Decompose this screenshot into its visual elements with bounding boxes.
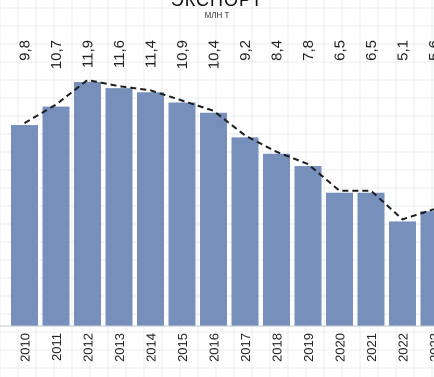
value-label-2017: 9,2 bbox=[237, 40, 254, 61]
bar-2019 bbox=[294, 166, 322, 326]
tick-label-2019: 2019 bbox=[301, 333, 316, 362]
bar-2013 bbox=[105, 88, 133, 326]
value-label-2021: 6,5 bbox=[363, 40, 380, 61]
bar-2010 bbox=[11, 125, 38, 326]
tick-label-2013: 2013 bbox=[112, 333, 127, 362]
bar-2017 bbox=[231, 137, 259, 326]
bar-2016 bbox=[200, 112, 227, 326]
chart-unit: МЛН Т bbox=[205, 11, 230, 20]
bar-series bbox=[11, 82, 434, 326]
tick-label-2022: 2022 bbox=[396, 333, 411, 362]
tick-label-2014: 2014 bbox=[144, 333, 159, 362]
tick-label-2011: 2011 bbox=[49, 333, 64, 361]
bar-2011 bbox=[42, 106, 70, 326]
value-label-2016: 10,4 bbox=[206, 40, 223, 69]
tick-label-2016: 2016 bbox=[207, 333, 222, 362]
x-tick-labels: 2010 2011 2012 2013 2014 2015 2016 2017 2018 2019… bbox=[18, 333, 434, 362]
tick-label-2015: 2015 bbox=[175, 333, 190, 362]
value-label-2011: 10,7 bbox=[48, 40, 65, 69]
value-label-2018: 8,4 bbox=[269, 40, 286, 61]
value-label-2020: 6,5 bbox=[332, 40, 349, 61]
bar-2018 bbox=[263, 153, 290, 326]
tick-label-2021: 2021 bbox=[364, 333, 379, 362]
value-label-2013: 11,6 bbox=[111, 40, 128, 68]
trend-line bbox=[23, 78, 434, 221]
bar-2021 bbox=[357, 192, 385, 326]
value-label-2010: 9,8 bbox=[17, 40, 34, 61]
value-label-2019: 7,8 bbox=[300, 40, 317, 61]
bar-2014 bbox=[137, 92, 164, 326]
bar-2012 bbox=[74, 82, 101, 326]
value-label-2015: 10,9 bbox=[174, 40, 191, 69]
tick-label-2018: 2018 bbox=[270, 333, 285, 362]
bar-2023 bbox=[420, 211, 434, 326]
tick-label-2017: 2017 bbox=[238, 333, 253, 362]
value-label-2022: 5,1 bbox=[395, 40, 412, 61]
bar-2022 bbox=[389, 221, 416, 326]
chart-title: ЭКСПОРТ bbox=[171, 0, 263, 10]
value-labels: 9,8 10,7 11,9 11,6 11,4 10,9 10,4 9,2 8,4 7,8 6,5 6… bbox=[17, 40, 434, 69]
bar-2015 bbox=[168, 102, 196, 326]
tick-label-2023: 2023 bbox=[427, 333, 434, 362]
value-label-2014: 11,4 bbox=[143, 40, 160, 68]
tick-label-2012: 2012 bbox=[81, 333, 96, 362]
tick-label-2010: 2010 bbox=[18, 333, 33, 362]
value-label-2012: 11,9 bbox=[80, 40, 97, 68]
tick-label-2020: 2020 bbox=[333, 333, 348, 362]
bar-2020 bbox=[326, 192, 353, 326]
value-label-2023: 5,6 bbox=[426, 40, 434, 61]
